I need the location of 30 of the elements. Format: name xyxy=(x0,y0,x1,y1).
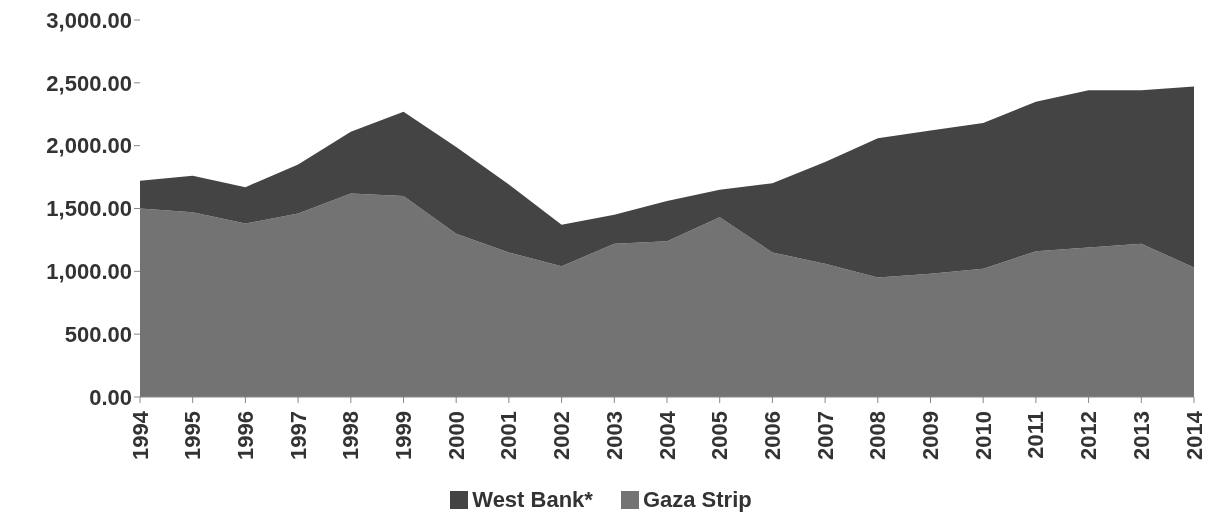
x-tick-label: 1995 xyxy=(180,411,206,460)
y-tick-label: 1,000.00 xyxy=(46,259,132,285)
x-tick-label: 2009 xyxy=(918,411,943,460)
legend-label: West Bank* xyxy=(471,487,593,513)
x-tick-label: 2007 xyxy=(812,411,838,460)
x-tick-label: 2006 xyxy=(759,411,785,460)
x-tick-label: 2014 xyxy=(1181,410,1207,460)
x-tick-label: 2000 xyxy=(443,411,469,460)
y-tick-label: 2,000.00 xyxy=(46,133,132,159)
legend-label: Gaza Strip xyxy=(641,487,752,513)
y-tick-label: 500.00 xyxy=(64,321,132,347)
x-tick-label: 1998 xyxy=(338,411,364,460)
y-tick-label: 0.00 xyxy=(89,384,132,410)
x-tick-label: 2002 xyxy=(549,411,575,460)
y-tick-label: 1,500.00 xyxy=(46,196,132,222)
x-tick-label: 2012 xyxy=(1076,411,1102,460)
x-tick-label: 1994 xyxy=(127,410,153,460)
x-tick-label: 2010 xyxy=(970,411,996,460)
x-tick-label: 2001 xyxy=(496,411,522,460)
x-tick-label: 1996 xyxy=(232,411,258,460)
y-tick-label: 2,500.00 xyxy=(46,70,132,96)
x-tick-label: 2008 xyxy=(865,411,891,460)
x-tick-label: 1999 xyxy=(391,411,416,460)
x-tick-label: 2004 xyxy=(654,410,680,460)
y-tick-label: 3,000.00 xyxy=(46,7,132,33)
x-tick-label: 2011 xyxy=(1023,411,1049,459)
x-tick-label: 1997 xyxy=(285,411,311,460)
x-tick-label: 2013 xyxy=(1128,411,1154,460)
x-tick-label: 2003 xyxy=(601,411,627,460)
x-tick-label: 2005 xyxy=(707,411,733,460)
